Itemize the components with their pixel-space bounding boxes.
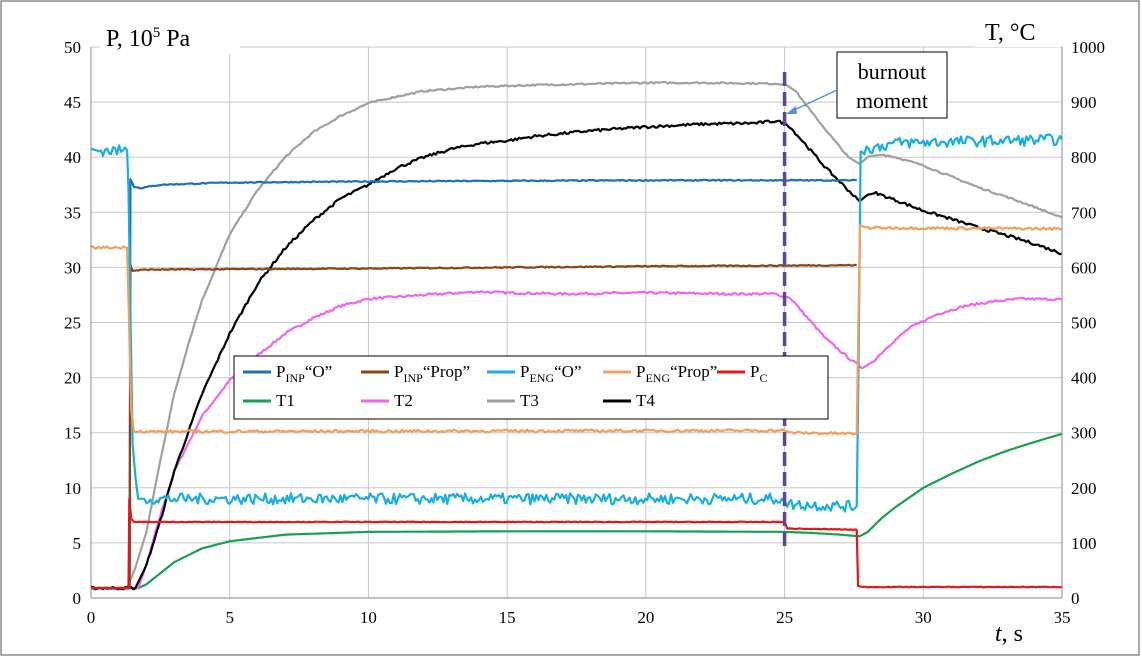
legend-label: T1 — [276, 391, 295, 410]
x-tick-label: 30 — [915, 608, 932, 627]
x-tick-label: 25 — [776, 608, 793, 627]
x-tick-label: 5 — [225, 608, 234, 627]
series-line-p-c — [90, 497, 1063, 590]
x-tick-label: 20 — [637, 608, 654, 627]
series-line-p-inp-prop — [90, 263, 857, 590]
legend: PINP“O” PINP“Prop” PENG“O” PENG“Prop” PC T1 T2… — [233, 355, 829, 420]
x-axis-title: t, s — [995, 621, 1023, 647]
series-line-p-inp-o — [91, 178, 857, 590]
y-right-tick-label: 600 — [1071, 258, 1097, 277]
x-tick-label: 10 — [360, 608, 377, 627]
y-left-tick-label: 40 — [64, 148, 81, 167]
y-right-tick-label: 1000 — [1071, 38, 1105, 57]
tick-labels: 0 5 10 15 20 25 30 3505101520253035404550010020… — [64, 38, 1105, 627]
y-right-tick-label: 800 — [1071, 148, 1097, 167]
series-layer — [90, 81, 1063, 591]
x-tick-label: 0 — [87, 608, 96, 627]
annotation-box — [836, 51, 948, 119]
legend-label: PINP“O” — [276, 362, 332, 385]
y-right-tick-label: 300 — [1071, 424, 1097, 443]
y-left-tick-label: 20 — [64, 369, 81, 388]
legend-label: PENG“O” — [520, 362, 582, 385]
y-right-tick-label: 400 — [1071, 369, 1097, 388]
series-line-p-eng-prop — [90, 224, 1063, 436]
y-left-tick-label: 30 — [64, 258, 81, 277]
annotation-line2: moment — [856, 88, 928, 113]
x-tick-label: 15 — [499, 608, 516, 627]
y-left-tick-label: 35 — [64, 203, 81, 222]
series-line-p-eng-o — [90, 133, 1063, 513]
y-right-tick-label: 500 — [1071, 314, 1097, 333]
legend-box — [233, 355, 829, 420]
axes — [90, 47, 1063, 599]
legend-label: T3 — [520, 391, 539, 410]
series-line-t4 — [90, 119, 1063, 591]
y-left-tick-label: 5 — [73, 534, 82, 553]
legend-label: PC — [750, 362, 767, 385]
y-right-title-bg — [975, 15, 1060, 47]
y-right-tick-label: 700 — [1071, 203, 1097, 222]
legend-label: T2 — [394, 391, 413, 410]
y-left-tick-label: 25 — [64, 314, 81, 333]
annotation-arrow-head — [786, 106, 797, 114]
series-line-t1 — [91, 432, 1063, 590]
legend-label: PINP“Prop” — [394, 362, 470, 385]
y-left-title-bg — [100, 22, 240, 54]
y-left-axis-title: P, 105 Pa — [106, 25, 191, 52]
y-left-tick-label: 50 — [64, 38, 81, 57]
annotation-line1: burnout — [858, 59, 926, 84]
x-title-bg — [985, 615, 1055, 651]
series-line-t3 — [91, 81, 1063, 590]
y-left-tick-label: 10 — [64, 479, 81, 498]
legend-label: PENG“Prop” — [636, 362, 717, 385]
y-right-tick-label: 900 — [1071, 93, 1097, 112]
burnout-annotation: burnout moment — [782, 51, 948, 548]
y-right-tick-label: 200 — [1071, 479, 1097, 498]
legend-label: T4 — [636, 391, 655, 410]
annotation-arrow-line — [789, 89, 838, 113]
y-right-tick-label: 0 — [1071, 589, 1080, 608]
y-right-tick-label: 100 — [1071, 534, 1097, 553]
y-left-tick-label: 45 — [64, 93, 81, 112]
y-left-tick-label: 15 — [64, 424, 81, 443]
x-tick-label: 35 — [1054, 608, 1071, 627]
y-left-tick-label: 0 — [73, 589, 82, 608]
y-right-axis-title: T, °C — [985, 20, 1035, 46]
